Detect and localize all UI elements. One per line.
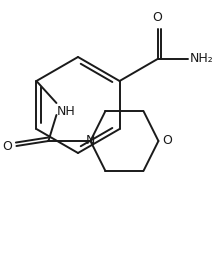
Text: NH₂: NH₂: [190, 53, 213, 66]
Text: O: O: [3, 139, 13, 152]
Text: N: N: [86, 135, 95, 148]
Text: O: O: [153, 11, 163, 24]
Text: O: O: [162, 135, 172, 148]
Text: NH: NH: [57, 105, 75, 118]
